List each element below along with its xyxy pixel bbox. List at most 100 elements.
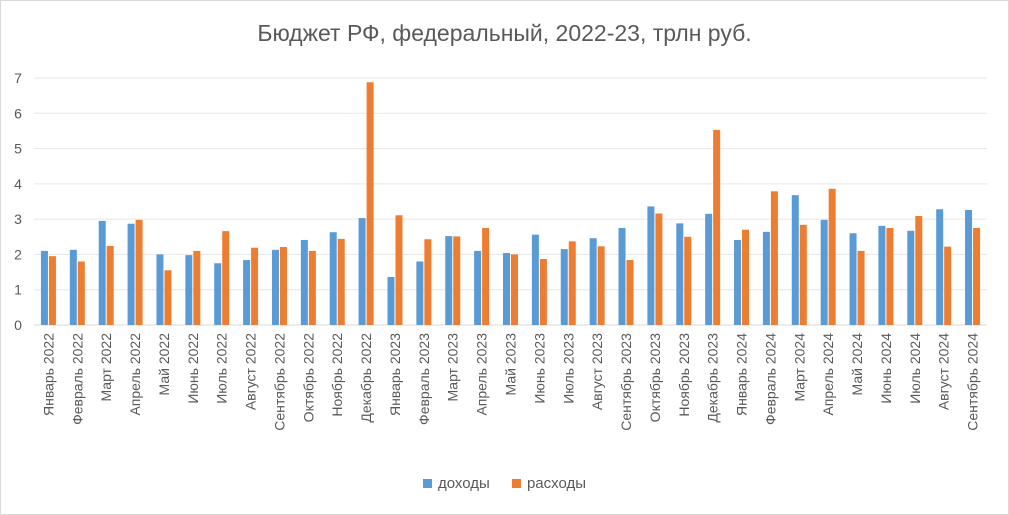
x-tick-label: Ноябрь 2023 <box>676 333 692 417</box>
x-tick-label: Март 2023 <box>445 333 461 402</box>
x-tick-label: Апрель 2023 <box>474 333 490 416</box>
bar-expenses <box>944 246 952 325</box>
legend-item-revenue: доходы <box>422 475 490 492</box>
legend-item-expenses: расходы <box>511 475 587 492</box>
bar-expenses <box>77 261 85 325</box>
bar-expenses <box>424 239 432 325</box>
bar-revenue <box>705 213 713 325</box>
x-tick-label: Сентябрь 2024 <box>965 333 981 431</box>
bar-expenses <box>193 250 201 325</box>
bar-expenses <box>453 236 461 325</box>
bar-revenue <box>589 238 597 325</box>
x-tick-label: Ноябрь 2022 <box>329 333 345 417</box>
legend: доходы расходы <box>0 475 1009 492</box>
bar-expenses <box>568 241 576 325</box>
bar-revenue <box>243 260 251 325</box>
bar-revenue <box>329 232 337 325</box>
bar-expenses <box>164 270 172 325</box>
bar-expenses <box>511 254 518 325</box>
x-tick-label: Апрель 2022 <box>127 333 143 416</box>
legend-swatch-revenue <box>422 479 432 488</box>
bar-expenses <box>655 213 663 325</box>
legend-swatch-expenses <box>511 479 521 488</box>
bar-expenses <box>742 229 750 325</box>
x-tick-label: Август 2023 <box>589 333 605 410</box>
bar-expenses <box>684 236 692 325</box>
x-tick-label: Декабрь 2023 <box>705 333 721 423</box>
bar-expenses <box>279 247 287 325</box>
bar-expenses <box>48 256 56 325</box>
bar-revenue <box>156 254 164 325</box>
x-tick-label: Август 2022 <box>243 333 259 410</box>
bar-revenue <box>618 227 626 325</box>
bar-revenue <box>878 225 886 325</box>
bar-expenses <box>857 250 865 325</box>
bar-revenue <box>185 255 193 325</box>
y-tick-label: 3 <box>14 211 22 227</box>
y-tick-label: 6 <box>14 105 22 121</box>
bar-revenue <box>387 277 395 325</box>
bar-revenue <box>271 249 279 325</box>
x-tick-label: Март 2024 <box>791 333 807 402</box>
bar-expenses <box>799 224 807 325</box>
chart-title: Бюджет РФ, федеральный, 2022-23, трлн ру… <box>257 20 752 46</box>
x-tick-label: Март 2022 <box>98 333 114 402</box>
bar-revenue <box>40 250 48 325</box>
bar-expenses <box>626 260 634 325</box>
x-tick-label: Июль 2023 <box>560 333 576 404</box>
bar-revenue <box>965 209 973 325</box>
bar-revenue <box>676 223 684 325</box>
x-tick-label: Февраль 2022 <box>69 333 85 425</box>
bar-revenue <box>416 261 424 325</box>
bar-revenue <box>762 231 770 325</box>
bar-expenses <box>828 188 836 325</box>
bar-revenue <box>358 218 366 325</box>
bar-revenue <box>560 249 568 325</box>
bar-revenue <box>647 206 655 325</box>
bar-expenses <box>251 247 259 325</box>
bar-revenue <box>531 234 539 325</box>
x-tick-label: Сентябрь 2022 <box>271 333 287 431</box>
legend-label-revenue: доходы <box>437 475 490 492</box>
bar-expenses <box>482 227 490 325</box>
y-tick-label: 0 <box>14 317 22 333</box>
x-tick-label: Май 2022 <box>156 333 172 396</box>
bar-expenses <box>106 245 114 325</box>
x-tick-label: Май 2023 <box>503 333 519 396</box>
bar-expenses <box>973 227 981 325</box>
bar-revenue <box>445 236 453 325</box>
x-tick-label: Май 2024 <box>849 333 865 396</box>
bar-expenses <box>713 129 721 325</box>
y-tick-label: 7 <box>14 70 22 86</box>
bar-revenue <box>820 219 828 325</box>
bar-revenue <box>503 253 510 325</box>
y-tick-label: 4 <box>14 176 22 192</box>
x-tick-label: Сентябрь 2023 <box>618 333 634 431</box>
bar-revenue <box>69 249 77 325</box>
x-tick-label: Январь 2024 <box>734 333 750 416</box>
x-tick-label: Июнь 2022 <box>185 333 201 404</box>
x-tick-label: Октябрь 2023 <box>647 333 663 423</box>
x-tick-label: Февраль 2023 <box>416 333 432 425</box>
bar-expenses <box>222 231 230 325</box>
x-tick-label: Июль 2024 <box>907 333 923 404</box>
bar-revenue <box>98 220 106 325</box>
bar-revenue <box>127 223 135 325</box>
bar-revenue <box>936 209 944 325</box>
bar-revenue <box>214 263 222 325</box>
bar-revenue <box>791 195 799 325</box>
x-tick-label: Август 2024 <box>936 333 952 410</box>
bar-expenses <box>886 227 894 325</box>
bar-expenses <box>539 259 547 325</box>
x-tick-label: Апрель 2024 <box>820 333 836 416</box>
legend-label-expenses: расходы <box>526 475 587 492</box>
x-tick-label: Январь 2022 <box>40 333 56 416</box>
bar-expenses <box>135 219 143 325</box>
bar-revenue <box>300 239 308 325</box>
bar-expenses <box>308 250 316 325</box>
bar-revenue <box>474 250 482 325</box>
bar-expenses <box>915 215 923 325</box>
x-tick-label: Июль 2022 <box>214 333 230 404</box>
x-tick-label: Февраль 2024 <box>762 333 778 425</box>
bar-expenses <box>770 191 778 325</box>
